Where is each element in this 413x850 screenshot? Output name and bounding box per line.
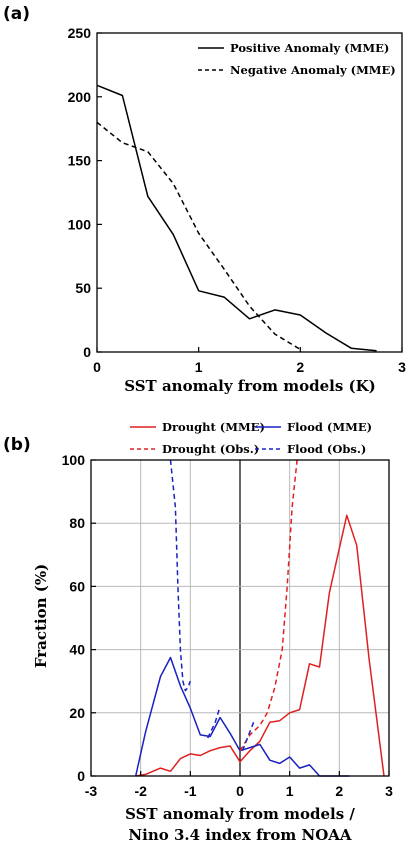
y-tick-label-1: 20 bbox=[69, 705, 85, 721]
y-tick-label-5: 100 bbox=[62, 452, 86, 468]
panel-b-series-group bbox=[134, 459, 385, 777]
x-tick-label-5: 2 bbox=[335, 783, 343, 799]
panel-b-grid bbox=[90, 460, 390, 776]
legend-flood-obs: Flood (Obs.) bbox=[287, 442, 366, 456]
panel-a-series-group bbox=[96, 84, 377, 352]
x-tick-label-0: 0 bbox=[93, 359, 101, 375]
a-series-0-line bbox=[96, 84, 377, 352]
panel-b-label: (b) bbox=[3, 435, 31, 455]
y-tick-label-2: 40 bbox=[69, 642, 85, 658]
y-tick-label-1: 50 bbox=[75, 280, 91, 296]
y-tick-label-0: 0 bbox=[83, 344, 91, 360]
y-tick-label-4: 80 bbox=[69, 515, 85, 531]
legend-positive-anomaly: Positive Anomaly (MME) bbox=[230, 41, 389, 55]
a-series-1-line bbox=[96, 121, 301, 351]
b-series-2-line bbox=[239, 459, 298, 752]
x-tick-label-1: -2 bbox=[134, 783, 147, 799]
x-tick-label-4: 1 bbox=[286, 783, 294, 799]
panel-b-x-axis-title-line2: Nino 3.4 index from NOAA bbox=[128, 826, 352, 844]
y-tick-label-5: 250 bbox=[68, 25, 92, 41]
panel-b-x-axis-title-line1: SST anomaly from models / bbox=[125, 805, 355, 823]
b-series-5-line bbox=[241, 718, 256, 751]
y-tick-label-4: 200 bbox=[68, 89, 92, 105]
x-tick-label-3: 0 bbox=[236, 783, 244, 799]
x-tick-label-3: 3 bbox=[398, 359, 406, 375]
panel-a: (a) 0 1 2 3 0 50 100 150 200 250 Positive Anomaly… bbox=[3, 4, 406, 395]
panel-a-ticks: 0 1 2 3 0 50 100 150 200 250 bbox=[68, 25, 406, 375]
panel-b-y-axis-title: Fraction (%) bbox=[32, 564, 50, 668]
panel-a-x-axis-title: SST anomaly from models (K) bbox=[124, 377, 376, 395]
x-tick-label-2: -1 bbox=[184, 783, 197, 799]
y-tick-label-0: 0 bbox=[77, 768, 85, 784]
x-tick-label-2: 2 bbox=[296, 359, 304, 375]
legend-drought-obs: Drought (Obs.) bbox=[162, 442, 259, 456]
panel-a-label: (a) bbox=[3, 4, 30, 24]
legend-drought-mme: Drought (MME) bbox=[162, 420, 265, 434]
x-tick-label-1: 1 bbox=[195, 359, 203, 375]
panel-a-legend: Positive Anomaly (MME) Negative Anomaly … bbox=[198, 41, 396, 77]
panel-b: (b) Drought (MME) Flood (MME) Drought (O… bbox=[3, 420, 393, 844]
y-tick-label-2: 100 bbox=[68, 216, 92, 232]
b-series-0-line bbox=[135, 514, 385, 777]
x-tick-label-0: -3 bbox=[85, 783, 98, 799]
legend-negative-anomaly: Negative Anomaly (MME) bbox=[230, 63, 396, 77]
y-tick-label-3: 150 bbox=[68, 153, 92, 169]
legend-flood-mme: Flood (MME) bbox=[287, 420, 372, 434]
y-tick-label-3: 60 bbox=[69, 578, 85, 594]
b-series-3-line bbox=[169, 459, 192, 692]
panel-b-legend: Drought (MME) Flood (MME) Drought (Obs.)… bbox=[130, 420, 372, 456]
x-tick-label-6: 3 bbox=[385, 783, 393, 799]
b-series-1-line bbox=[134, 656, 350, 777]
b-series-4-line bbox=[207, 706, 221, 739]
panel-b-ticks: -3 -2 -1 0 1 2 3 0 20 40 60 80 100 bbox=[62, 452, 393, 799]
panel-a-plot-frame bbox=[96, 32, 403, 353]
